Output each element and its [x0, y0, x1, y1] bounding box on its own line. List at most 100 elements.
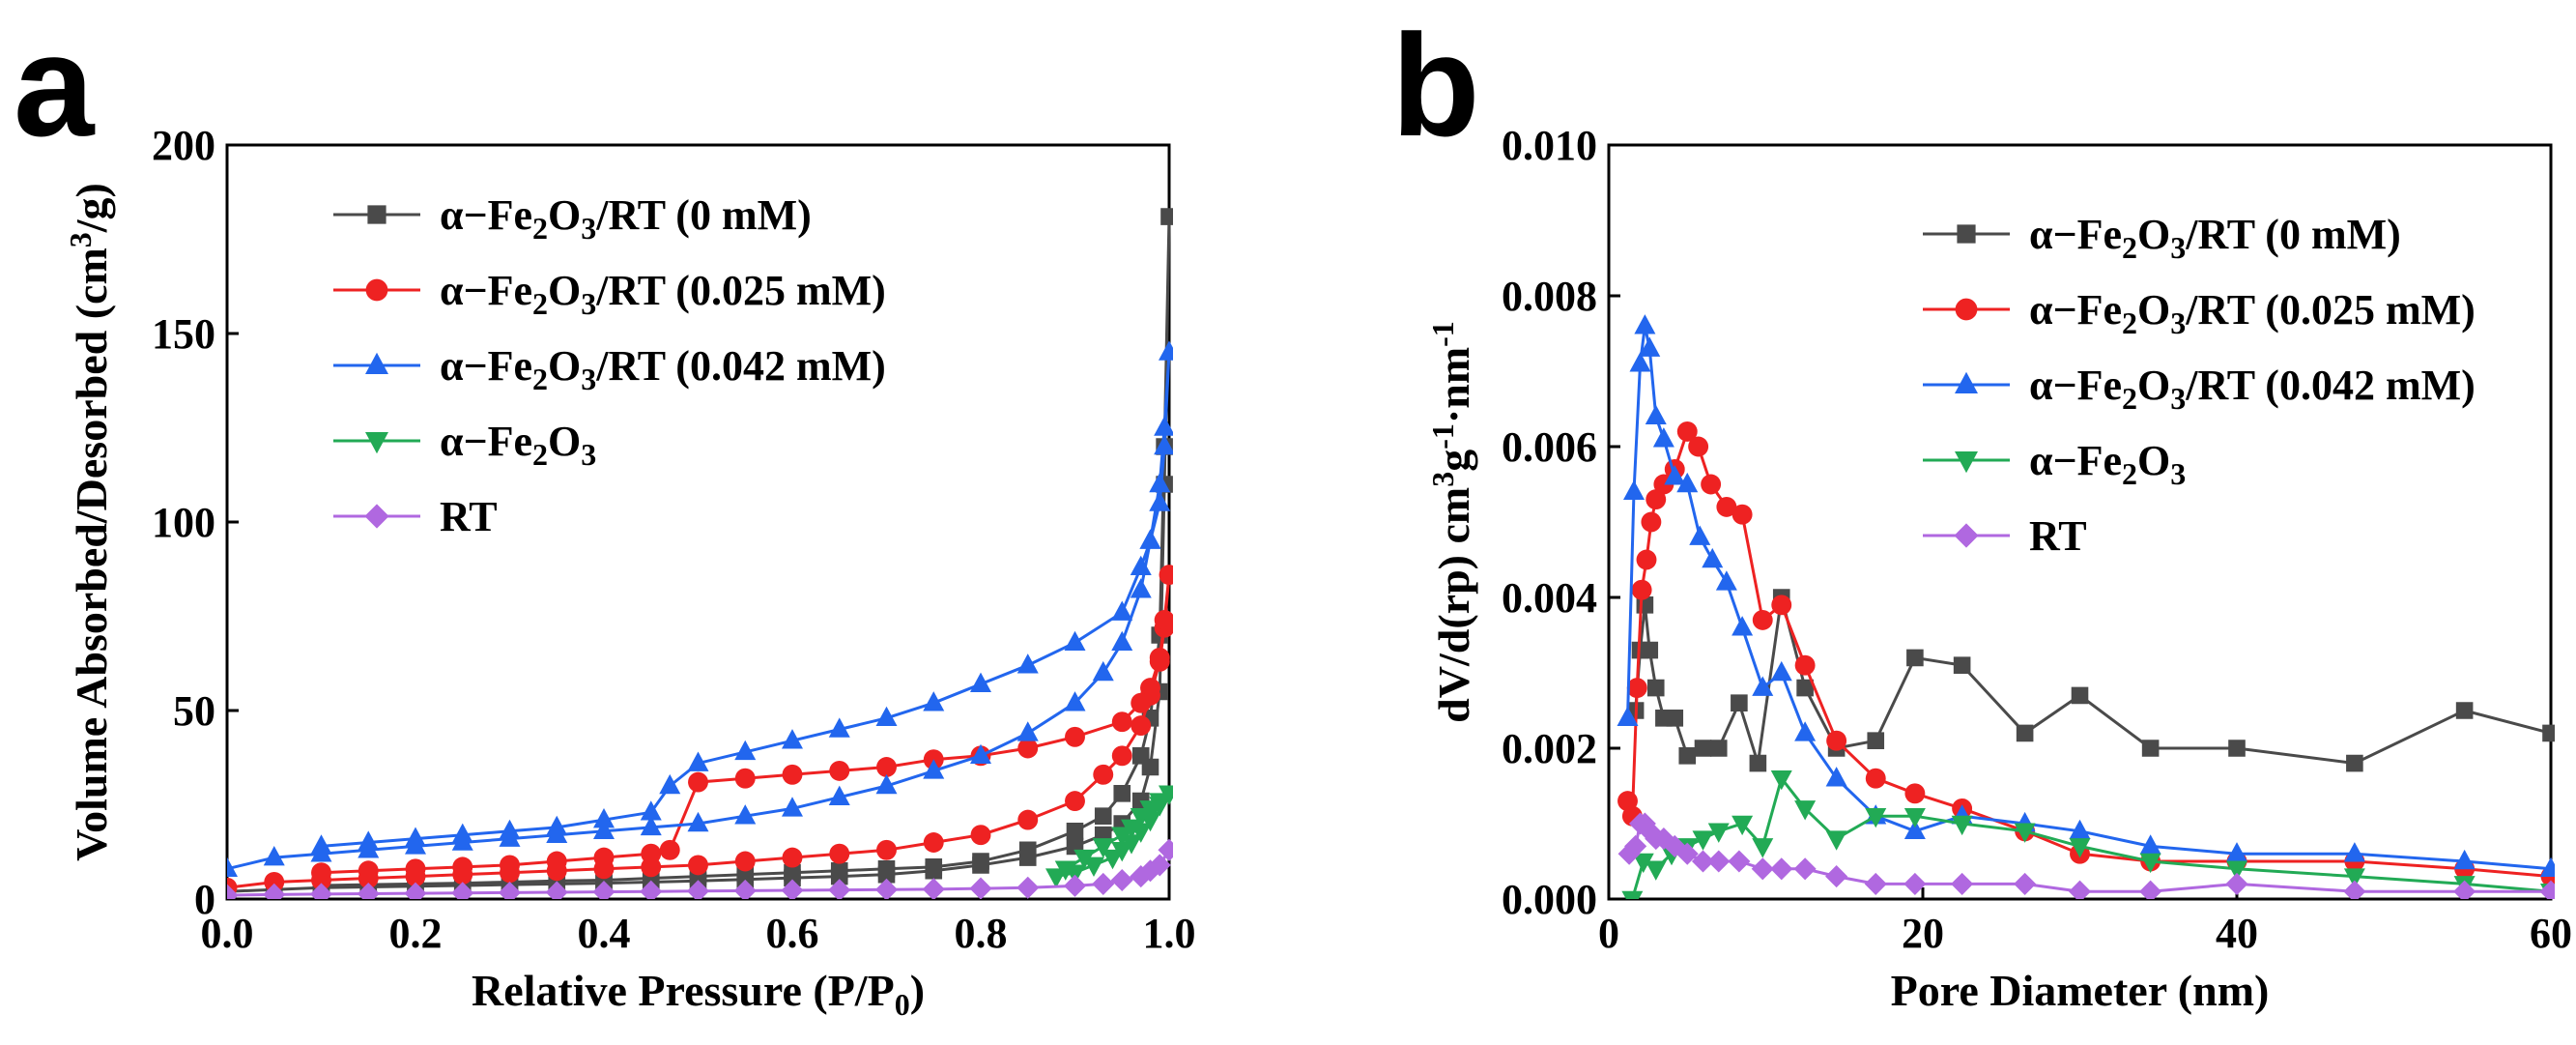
data-point	[2014, 872, 2037, 895]
data-point	[1903, 819, 1926, 840]
data-point	[659, 839, 680, 860]
series-fe2o3-rt-0-025-mm	[227, 565, 1173, 898]
data-point	[1121, 819, 1142, 839]
data-point	[1063, 874, 1087, 897]
legend-marker	[1955, 298, 1978, 321]
data-point	[782, 764, 803, 785]
data-point	[2453, 880, 2476, 899]
data-point	[925, 858, 943, 876]
data-point	[829, 760, 850, 781]
data-point	[1045, 868, 1067, 888]
data-point	[1689, 525, 1711, 545]
data-point	[1666, 710, 1684, 727]
data-point	[405, 858, 426, 880]
data-point	[358, 830, 380, 851]
data-point	[1634, 314, 1656, 334]
data-point	[1675, 842, 1699, 865]
data-point	[227, 856, 238, 878]
data-point	[1825, 865, 1848, 888]
data-point	[687, 751, 709, 771]
data-point	[1715, 570, 1737, 591]
data-point	[309, 883, 333, 899]
data-point	[1701, 474, 1722, 495]
data-point	[2453, 849, 2476, 870]
plot-area	[1617, 314, 2555, 899]
data-point	[1903, 807, 1926, 828]
legend-label: α−Fe2O3/RT (0.025 mM)	[440, 267, 886, 321]
y-tick-label: 200	[152, 122, 215, 169]
data-point	[1111, 827, 1133, 847]
x-tick-label: 60	[2530, 910, 2572, 957]
data-point	[2225, 872, 2248, 895]
data-point	[1018, 841, 1037, 859]
data-point	[1752, 838, 1774, 858]
data-point	[1111, 842, 1133, 862]
data-point	[545, 881, 568, 899]
data-point	[1865, 807, 1887, 828]
data-point	[1633, 812, 1656, 835]
series-line	[1626, 428, 2552, 879]
data-point	[969, 877, 992, 899]
data-point	[1626, 678, 1647, 699]
data-point	[1751, 857, 1774, 881]
data-point	[1636, 549, 1657, 570]
data-point	[1731, 694, 1748, 711]
data-point	[1092, 660, 1114, 682]
series-rt	[227, 838, 1173, 899]
legend-marker	[365, 352, 388, 374]
data-point	[1676, 472, 1699, 493]
data-point	[405, 827, 426, 847]
legend: α−Fe2O3/RT (0 mM) α−Fe2O3/RT (0.025 mM) α−…	[333, 191, 886, 540]
series-rt	[1617, 812, 2555, 899]
data-point	[1631, 579, 1652, 600]
data-point	[1617, 706, 1639, 727]
data-point	[1645, 860, 1667, 881]
data-point	[1016, 653, 1039, 674]
data-point	[972, 853, 989, 870]
legend: α−Fe2O3/RT (0 mM) α−Fe2O3/RT (0.025 mM) α−…	[1923, 211, 2476, 560]
data-point	[1130, 807, 1152, 828]
data-point	[734, 740, 757, 761]
data-point	[1678, 747, 1697, 765]
data-point	[922, 878, 945, 899]
y-tick-label: 100	[152, 499, 215, 546]
legend-item: α−Fe2O3/RT (0 mM)	[1923, 211, 2401, 265]
data-point	[686, 880, 710, 899]
data-point	[2228, 740, 2246, 757]
legend-item: RT	[1923, 512, 2087, 560]
data-point	[311, 862, 331, 884]
legend-item: RT	[333, 493, 498, 540]
data-point	[357, 882, 380, 899]
data-point	[310, 834, 332, 855]
data-point	[1652, 427, 1674, 448]
data-point	[1158, 838, 1173, 861]
data-point	[782, 729, 803, 749]
data-point	[1707, 850, 1731, 873]
data-point	[2068, 880, 2092, 899]
data-point	[2226, 842, 2247, 862]
data-point	[782, 847, 803, 868]
data-point	[2343, 868, 2365, 888]
data-point	[2539, 880, 2555, 899]
data-point	[1825, 830, 1847, 851]
data-point	[593, 819, 615, 840]
data-point	[1111, 600, 1133, 621]
data-point	[1017, 809, 1039, 830]
data-point	[923, 691, 945, 711]
data-point	[1709, 740, 1728, 757]
data-point	[970, 743, 991, 765]
y-tick-label: 150	[152, 310, 215, 358]
legend-item: α−Fe2O3/RT (0.025 mM)	[1923, 286, 2476, 340]
data-point	[828, 879, 851, 899]
data-point	[1906, 649, 1924, 667]
y-tick-label: 0.006	[1502, 423, 1597, 471]
data-point	[659, 773, 681, 795]
data-point	[1121, 834, 1142, 855]
y-axis-label: dV/d(rp) cm3g-1·nm-1	[1425, 321, 1478, 723]
data-point	[1131, 692, 1152, 713]
data-point	[1646, 679, 1665, 697]
data-point	[1793, 857, 1817, 881]
data-point	[1092, 872, 1115, 895]
data-point	[1951, 872, 1974, 895]
data-point	[1688, 436, 1709, 457]
